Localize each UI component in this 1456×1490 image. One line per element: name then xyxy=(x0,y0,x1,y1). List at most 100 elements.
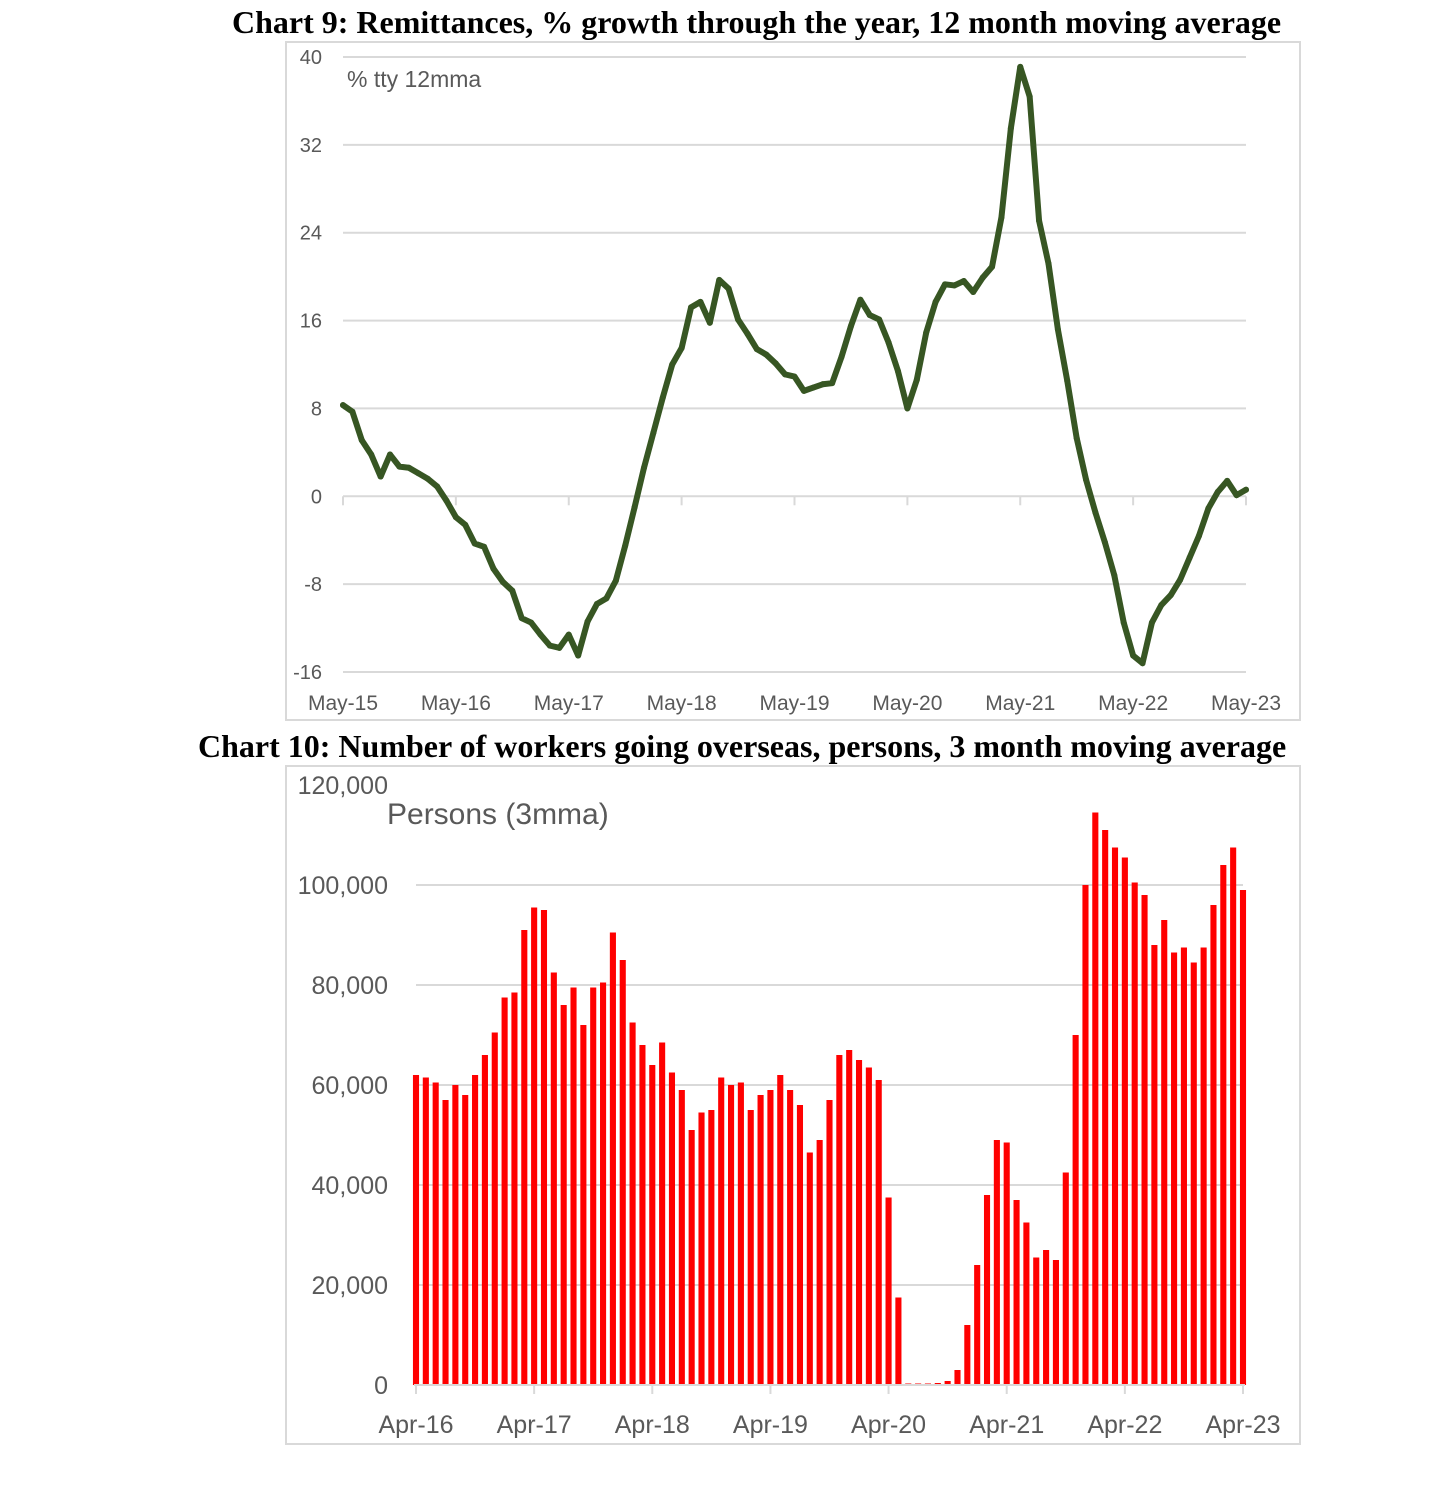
chart10-title-bold: Chart 10: Number of workers going overse… xyxy=(198,728,821,764)
chart9-point xyxy=(1158,602,1165,609)
chart9-point xyxy=(1101,539,1108,546)
chart9-point xyxy=(791,373,798,380)
chart10-bar xyxy=(1072,1035,1079,1385)
chart9-point xyxy=(650,429,657,436)
chart9-y-tick: 40 xyxy=(300,47,322,69)
chart10-x-tick: Apr-23 xyxy=(1205,1411,1280,1439)
chart10-bar xyxy=(993,1140,1000,1385)
chart9-y-tick: 24 xyxy=(300,223,322,245)
chart10-y-tick: 40,000 xyxy=(312,1172,388,1200)
chart9-point xyxy=(913,376,920,383)
chart9-point xyxy=(499,578,506,585)
chart9-point xyxy=(434,483,441,490)
chart9-point xyxy=(462,521,469,528)
chart9-point xyxy=(387,451,394,458)
chart10-y-tick: 60,000 xyxy=(312,1072,388,1100)
chart10-bar xyxy=(737,1082,744,1385)
chart9-title-bold: Chart 9: Remittances, xyxy=(232,4,534,40)
chart10-bar xyxy=(659,1042,666,1385)
chart9-x-axis xyxy=(342,495,1247,506)
chart9-point xyxy=(1045,260,1052,267)
chart9-point xyxy=(481,543,488,550)
chart9-point xyxy=(612,577,619,584)
chart9-point xyxy=(631,504,638,511)
chart10-bar xyxy=(531,907,538,1385)
chart9-point xyxy=(405,464,412,471)
chart9-point xyxy=(1111,572,1118,579)
chart10-bar xyxy=(1131,882,1138,1385)
chart9-point xyxy=(669,361,676,368)
chart10-bar xyxy=(747,1110,754,1385)
chart9-point xyxy=(716,276,723,283)
chart10-y-tick: 100,000 xyxy=(298,872,388,900)
chart9-y-tick-labels: 40 32 24 16 8 0 -8 -16 xyxy=(293,47,322,684)
chart9-point xyxy=(829,380,836,387)
chart10-x-axis xyxy=(414,1384,1245,1394)
chart10-bar xyxy=(1052,1260,1059,1385)
chart10-bar xyxy=(1003,1142,1010,1385)
chart9-x-tick-labels: May-15 May-16 May-17 May-18 May-19 May-20 May-… xyxy=(308,692,1281,715)
chart9-point xyxy=(1064,377,1071,384)
chart9-x-tick: May-23 xyxy=(1211,692,1281,715)
chart9-series-points xyxy=(340,63,1249,667)
chart10-bar xyxy=(422,1077,429,1385)
chart9-frame xyxy=(285,41,1301,721)
chart10-bar xyxy=(836,1055,843,1385)
chart10-bar xyxy=(1082,885,1089,1385)
chart10-x-tick-labels: Apr-16 Apr-17 Apr-18 Apr-19 Apr-20 Apr-21 Apr-… xyxy=(378,1411,1280,1439)
chart10-y-tick: 0 xyxy=(374,1372,388,1400)
chart10-x-tick: Apr-21 xyxy=(969,1411,1044,1439)
chart9-gridlines xyxy=(343,56,1246,673)
chart9-point xyxy=(782,371,789,378)
chart9-point xyxy=(688,304,695,311)
chart9-y-tick: 32 xyxy=(300,135,322,157)
chart10-bar xyxy=(590,987,597,1385)
chart9-point xyxy=(838,353,845,360)
chart9-point xyxy=(904,405,911,412)
chart10-bar xyxy=(501,997,508,1385)
chart9-point xyxy=(989,263,996,270)
chart9-point xyxy=(641,464,647,471)
chart9-point xyxy=(1120,619,1127,626)
chart10-bar xyxy=(718,1077,725,1385)
chart9-point xyxy=(622,542,629,549)
chart9-title: Chart 9: Remittances, % growth through t… xyxy=(232,6,1281,38)
chart9-point xyxy=(659,394,666,401)
chart10-bar xyxy=(432,1082,439,1385)
chart9-point xyxy=(1083,476,1090,483)
chart9-point xyxy=(443,497,450,504)
chart9-point xyxy=(876,316,883,323)
chart10-bar xyxy=(944,1381,951,1385)
chart9-x-tick: May-21 xyxy=(985,692,1055,715)
chart10-bar xyxy=(1151,945,1158,1385)
chart9-point xyxy=(593,600,600,607)
chart9-point xyxy=(1026,93,1033,100)
chart10-bar xyxy=(757,1095,764,1385)
chart10-bar xyxy=(1092,812,1099,1385)
chart9-point xyxy=(885,339,892,346)
chart10-bar xyxy=(688,1130,695,1385)
chart9-point xyxy=(584,618,591,625)
chart10-y-tick-labels: 120,000 100,000 80,000 60,000 40,000 20,000 0 xyxy=(298,772,388,1400)
chart9-x-tick: May-17 xyxy=(534,692,604,715)
chart10-bar xyxy=(846,1050,853,1385)
chart9-point xyxy=(528,619,535,626)
chart10-bar xyxy=(462,1095,469,1385)
chart10-bar xyxy=(708,1110,715,1385)
chart9-point xyxy=(923,329,930,336)
chart10-title-rest: persons, 3 month moving average xyxy=(820,728,1287,764)
chart10-bar xyxy=(521,930,528,1385)
chart9-point xyxy=(537,631,544,638)
chart10-bar xyxy=(1141,895,1148,1385)
chart9-point xyxy=(772,360,779,367)
chart10-y-tick: 120,000 xyxy=(298,772,388,800)
chart9-point xyxy=(471,540,478,547)
chart10-bar xyxy=(1180,947,1187,1385)
chart9-point xyxy=(763,351,770,358)
chart9-point xyxy=(1148,619,1155,626)
chart10-bar xyxy=(816,1140,823,1385)
chart9-point xyxy=(753,346,760,353)
chart9-point xyxy=(1205,505,1212,512)
chart9-point xyxy=(847,323,854,330)
chart10-bar xyxy=(639,1045,646,1385)
